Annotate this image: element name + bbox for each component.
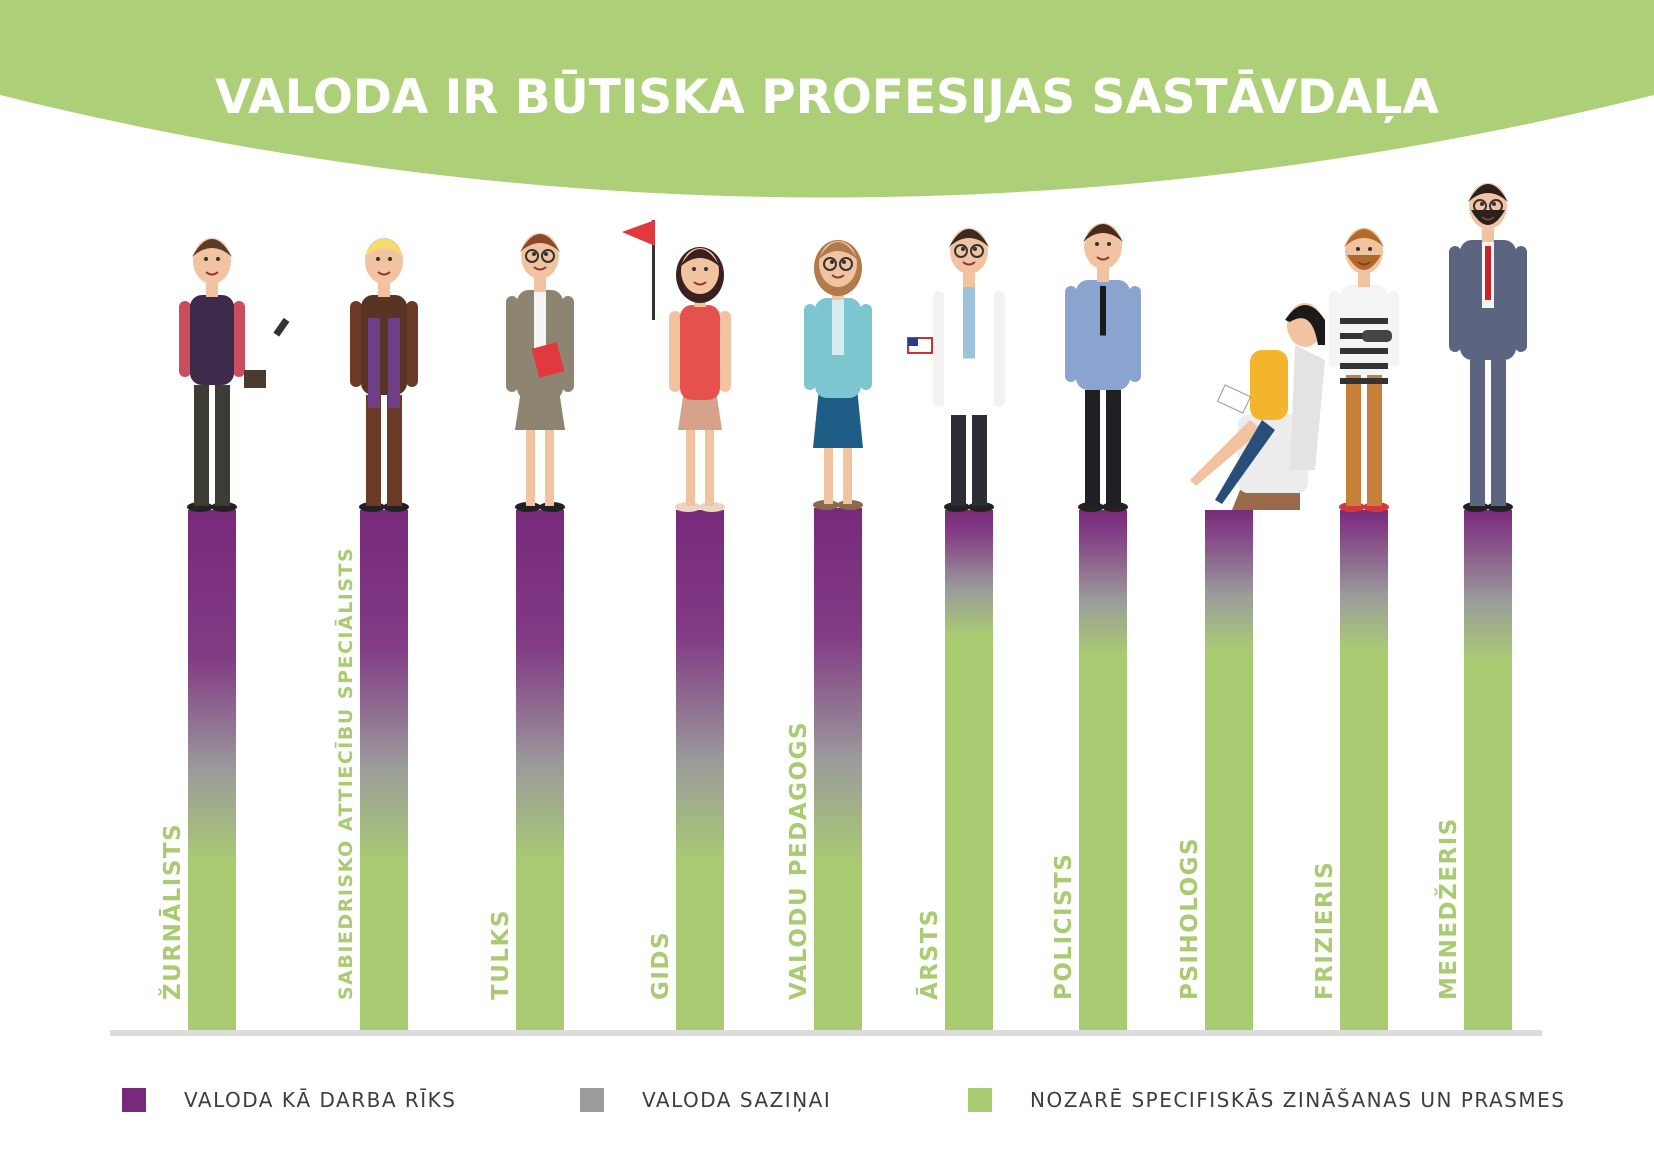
legend-swatch-gray xyxy=(580,1088,604,1112)
category-label-9: FRIZIERIS xyxy=(1312,861,1338,1000)
category-label-4: GIDS xyxy=(648,931,674,1000)
bar-6 xyxy=(945,510,993,1030)
police-officer-figure xyxy=(1065,223,1141,512)
bar-4 xyxy=(676,510,724,1030)
legend-item-green: NOZARĒ SPECIFISKĀS ZINĀŠANAS UN PRASMES xyxy=(968,1085,1565,1115)
category-label-3: TULKS xyxy=(488,909,514,1000)
manager-in-suit-figure xyxy=(1449,183,1527,512)
legend-label-purple: VALODA KĀ DARBA RĪKS xyxy=(184,1088,457,1112)
pr-specialist-with-scarf-figure xyxy=(350,238,418,512)
legend-swatch-green xyxy=(968,1088,992,1112)
bar-10 xyxy=(1464,510,1512,1030)
bar-1 xyxy=(188,510,236,1030)
category-label-1: ŽURNĀLISTS xyxy=(158,823,186,1000)
psychologist-in-chair-figure xyxy=(1190,303,1325,510)
bar-7 xyxy=(1079,510,1127,1030)
header-banner-shape xyxy=(0,0,1654,198)
category-label-2: SABIEDRISKO ATTIECĪBU SPECIĀLISTS xyxy=(334,547,357,1000)
legend-item-gray: VALODA SAZIŅAI xyxy=(580,1085,831,1115)
page-title: VALODA IR BŪTISKA PROFESIJAS SASTĀVDAĻA xyxy=(215,70,1439,125)
bar-9 xyxy=(1340,510,1388,1030)
category-label-6: ĀRSTS xyxy=(915,908,943,1000)
journalist-with-microphone-figure xyxy=(179,238,290,512)
bar-5 xyxy=(814,508,862,1030)
tour-guide-with-flag-figure xyxy=(622,220,731,512)
legend-item-purple: VALODA KĀ DARBA RĪKS xyxy=(122,1085,457,1115)
legend-label-gray: VALODA SAZIŅAI xyxy=(642,1088,832,1112)
bar-2 xyxy=(360,510,408,1030)
category-label-5: VALODU PEDAGOGS xyxy=(786,721,812,1000)
legend-swatch-purple xyxy=(122,1088,146,1112)
legend-label-green: NOZARĒ SPECIFISKĀS ZINĀŠANAS UN PRASMES xyxy=(1030,1088,1566,1112)
translator-with-folder-figure xyxy=(506,233,574,512)
bar-8 xyxy=(1205,510,1253,1030)
header-banner xyxy=(0,0,1654,198)
hairdresser-with-hairdryer-figure xyxy=(1329,228,1399,512)
doctor-with-flag-figure xyxy=(907,228,1005,512)
category-label-7: POLICISTS xyxy=(1051,853,1077,1000)
category-label-10: MENEDŽERIS xyxy=(1434,817,1462,1000)
category-label-8: PSIHOLOGS xyxy=(1177,837,1203,1000)
language-teacher-figure xyxy=(804,240,872,510)
bar-3 xyxy=(516,510,564,1030)
x-axis-line xyxy=(110,1030,1542,1036)
